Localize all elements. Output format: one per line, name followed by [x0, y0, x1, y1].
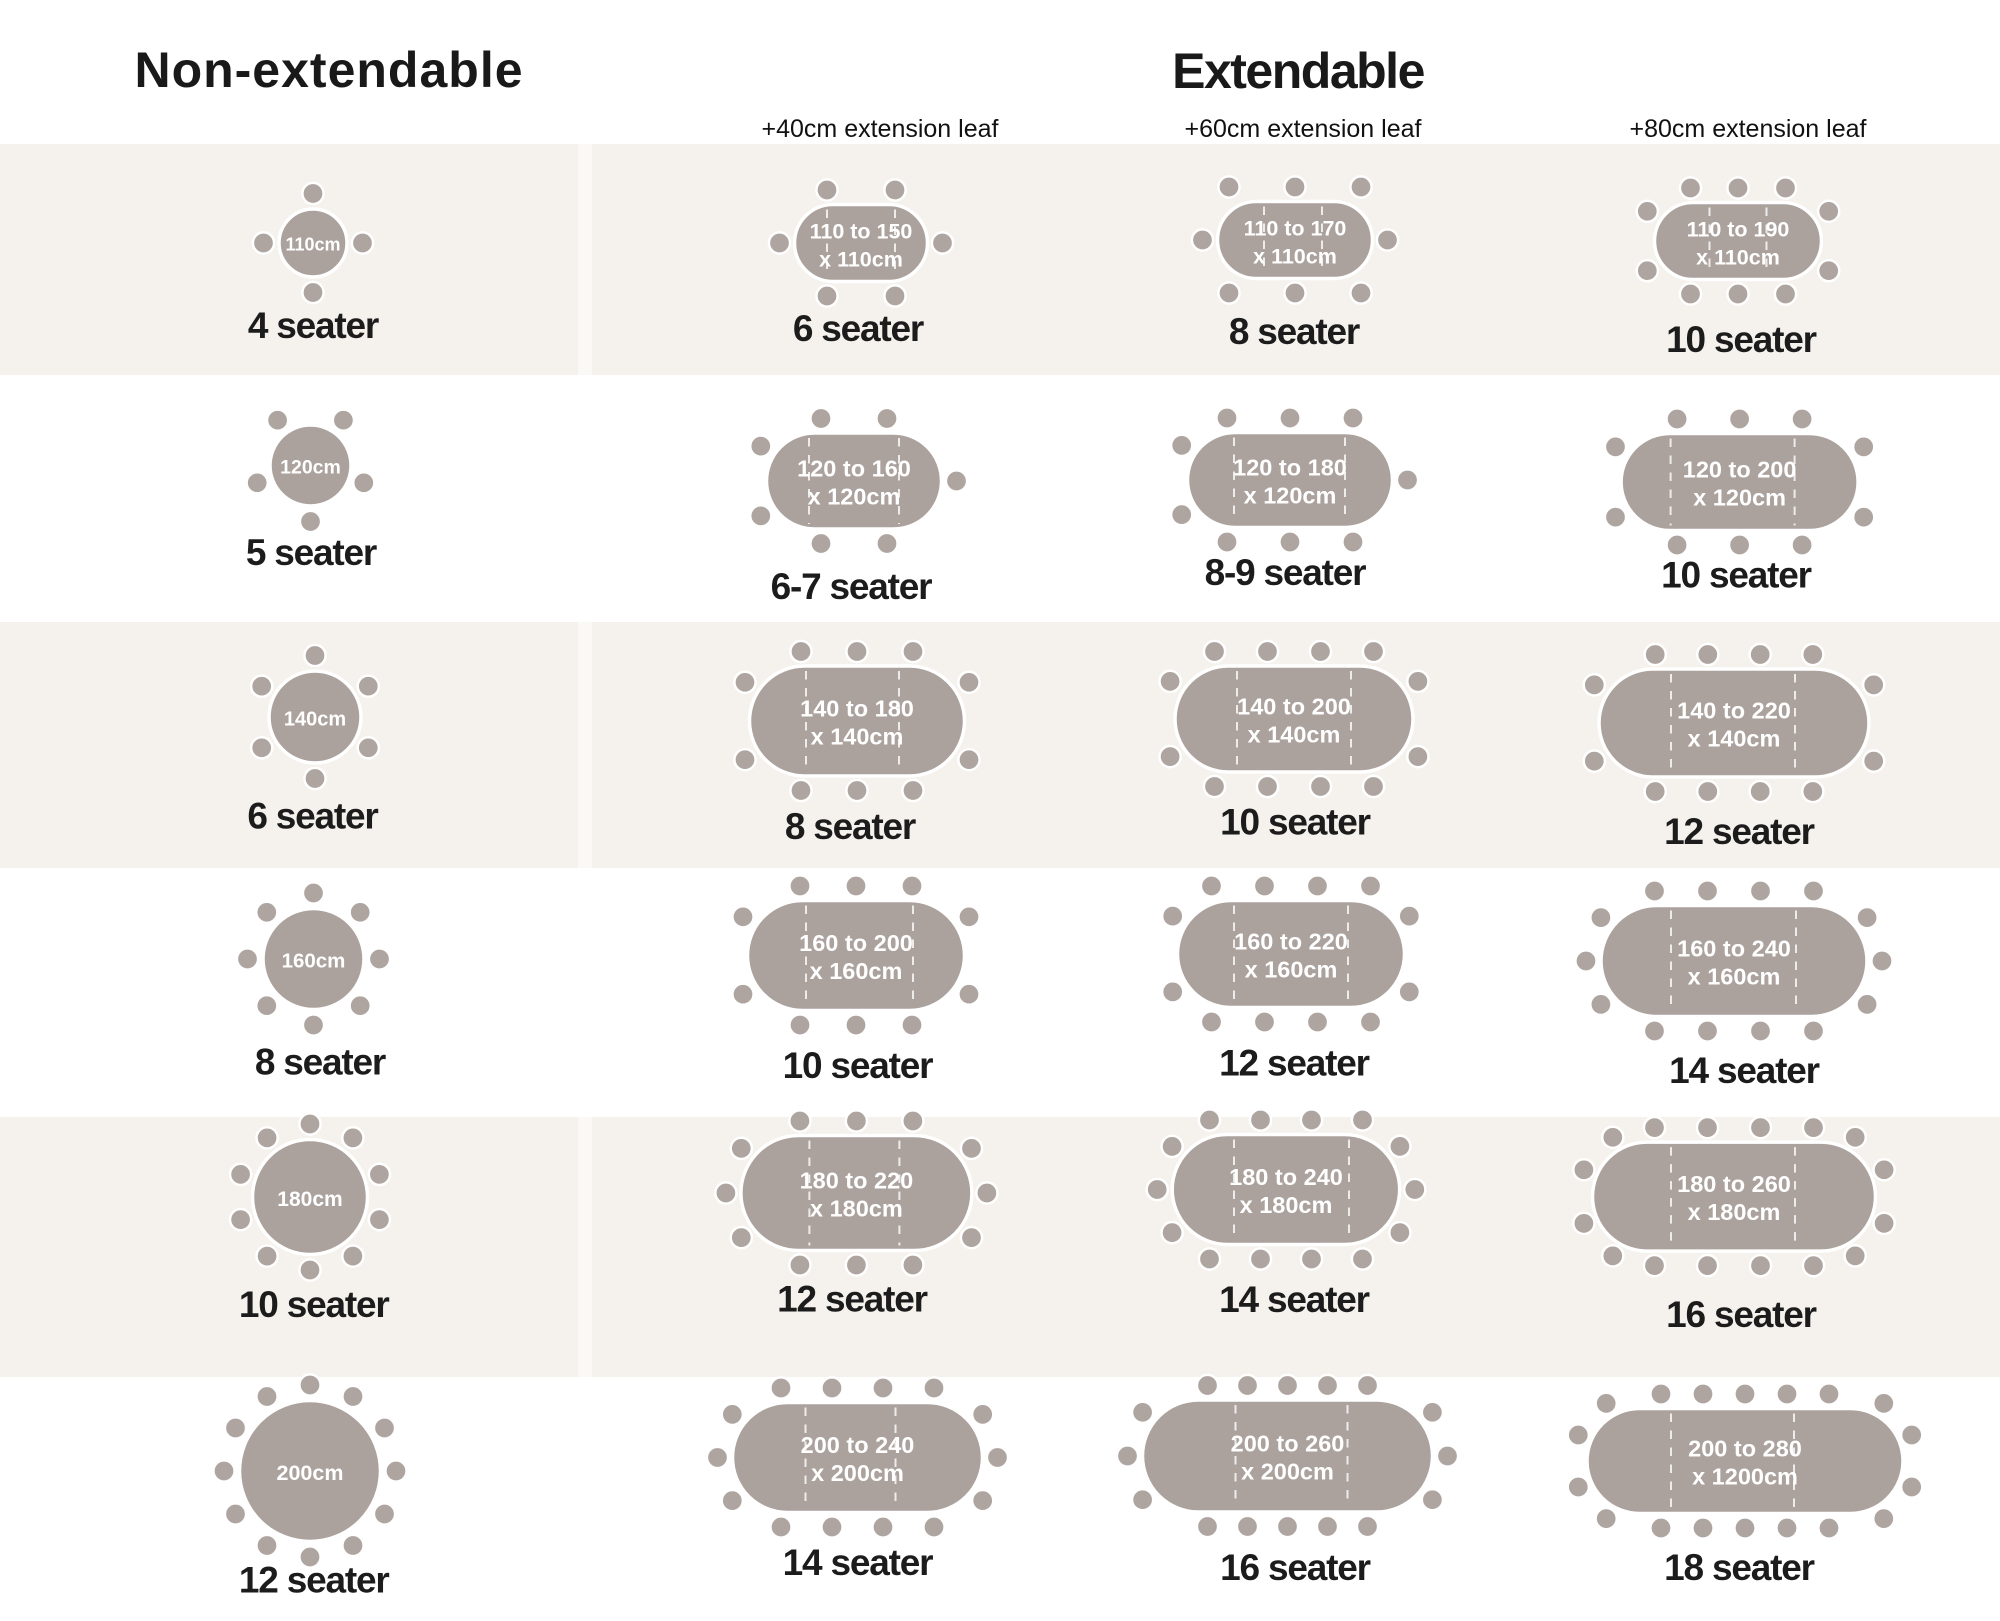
svg-text:110 to 190: 110 to 190 [1687, 218, 1790, 242]
svg-text:120cm: 120cm [280, 457, 341, 479]
svg-text:x 160cm: x 160cm [1245, 957, 1338, 983]
svg-text:x 140cm: x 140cm [1688, 726, 1781, 752]
svg-text:x 200cm: x 200cm [1241, 1459, 1334, 1485]
svg-text:x 180cm: x 180cm [810, 1196, 903, 1222]
svg-text:x 160cm: x 160cm [810, 958, 903, 984]
svg-text:4 seater: 4 seater [248, 305, 379, 346]
svg-text:x 120cm: x 120cm [1693, 485, 1786, 511]
svg-text:160 to 200: 160 to 200 [799, 930, 913, 956]
svg-text:8 seater: 8 seater [1229, 311, 1360, 352]
svg-text:16 seater: 16 seater [1666, 1294, 1816, 1335]
svg-text:x 200cm: x 200cm [811, 1460, 904, 1486]
svg-text:14 seater: 14 seater [1669, 1050, 1819, 1091]
svg-text:Non-extendable: Non-extendable [134, 42, 523, 98]
svg-text:x 140cm: x 140cm [1248, 722, 1341, 748]
svg-text:6 seater: 6 seater [793, 308, 924, 349]
svg-text:+60cm extension leaf: +60cm extension leaf [1185, 115, 1422, 143]
svg-text:200 to 240: 200 to 240 [801, 1432, 915, 1458]
svg-text:110 to 170: 110 to 170 [1244, 217, 1347, 241]
svg-text:x 110cm: x 110cm [819, 248, 903, 272]
svg-text:x 180cm: x 180cm [1688, 1199, 1781, 1225]
svg-text:200 to 280: 200 to 280 [1688, 1436, 1802, 1462]
svg-text:16 seater: 16 seater [1220, 1547, 1370, 1588]
svg-text:10 seater: 10 seater [1661, 555, 1811, 596]
svg-text:10 seater: 10 seater [239, 1284, 389, 1325]
svg-text:x 120cm: x 120cm [808, 484, 901, 510]
svg-text:+40cm extension leaf: +40cm extension leaf [762, 115, 999, 143]
svg-text:120 to 160: 120 to 160 [797, 456, 911, 482]
svg-text:12 seater: 12 seater [777, 1279, 927, 1320]
svg-text:8 seater: 8 seater [255, 1042, 386, 1083]
svg-text:10 seater: 10 seater [1220, 802, 1370, 843]
svg-text:18 seater: 18 seater [1664, 1547, 1814, 1588]
svg-text:160 to 220: 160 to 220 [1234, 929, 1348, 955]
svg-text:x 110cm: x 110cm [1253, 245, 1337, 269]
svg-text:+80cm extension leaf: +80cm extension leaf [1630, 115, 1867, 143]
svg-text:10 seater: 10 seater [783, 1045, 933, 1086]
svg-text:10 seater: 10 seater [1666, 319, 1816, 360]
svg-text:200 to 260: 200 to 260 [1231, 1431, 1345, 1457]
svg-text:180 to 240: 180 to 240 [1229, 1164, 1343, 1190]
svg-text:12 seater: 12 seater [1664, 811, 1814, 852]
svg-text:110cm: 110cm [285, 235, 340, 255]
svg-text:6 seater: 6 seater [247, 796, 378, 837]
svg-text:120 to 200: 120 to 200 [1683, 457, 1797, 483]
svg-text:8-9 seater: 8-9 seater [1205, 552, 1367, 593]
svg-text:200cm: 200cm [277, 1461, 344, 1485]
svg-text:140cm: 140cm [284, 708, 346, 730]
svg-text:180 to 220: 180 to 220 [800, 1168, 914, 1194]
svg-text:8 seater: 8 seater [785, 806, 916, 847]
svg-text:x 140cm: x 140cm [811, 724, 904, 750]
svg-text:x 1200cm: x 1200cm [1692, 1464, 1798, 1490]
svg-text:120 to 180: 120 to 180 [1233, 455, 1347, 481]
svg-text:140 to 200: 140 to 200 [1237, 694, 1351, 720]
svg-text:6-7 seater: 6-7 seater [771, 566, 933, 607]
svg-text:14 seater: 14 seater [1219, 1279, 1369, 1320]
svg-text:110 to 150: 110 to 150 [810, 220, 913, 244]
svg-text:160 to 240: 160 to 240 [1677, 936, 1791, 962]
svg-text:x 120cm: x 120cm [1244, 483, 1337, 509]
svg-text:x 110cm: x 110cm [1696, 246, 1780, 270]
svg-text:160cm: 160cm [282, 950, 346, 973]
svg-text:12 seater: 12 seater [1219, 1043, 1369, 1084]
svg-text:180 to 260: 180 to 260 [1677, 1171, 1791, 1197]
svg-text:x 160cm: x 160cm [1688, 964, 1781, 990]
svg-text:140 to 220: 140 to 220 [1677, 698, 1791, 724]
svg-text:180cm: 180cm [277, 1188, 342, 1211]
svg-text:5 seater: 5 seater [246, 532, 377, 573]
svg-text:140 to 180: 140 to 180 [800, 696, 914, 722]
svg-text:Extendable: Extendable [1172, 43, 1424, 99]
svg-text:12 seater: 12 seater [239, 1560, 389, 1601]
svg-text:x 180cm: x 180cm [1240, 1192, 1333, 1218]
svg-text:14 seater: 14 seater [783, 1542, 933, 1583]
